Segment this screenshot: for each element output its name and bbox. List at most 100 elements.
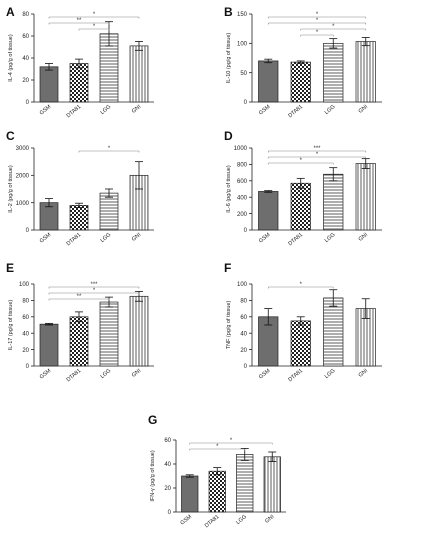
bar-gsm [39,323,59,367]
bar-lgg [236,454,254,513]
y-tick-label: 100 [237,42,248,48]
panel-label: G [148,413,157,427]
bar-gsm [39,66,59,103]
y-axis-label: IL-17 (pg/g of tissue) [8,300,14,351]
bar-gni [129,295,149,367]
chart-panel-c: C 0 1000 2000 3000 IL-2 (pg/g of tissue) GSM DT… [6,129,154,247]
significance-label: * [332,24,335,30]
significance-label: * [230,438,233,444]
bar-gni [355,163,376,231]
significance-label: * [300,158,303,164]
panel-label: B [224,5,233,19]
x-tick-label: DTA81 [66,368,83,383]
x-tick-label: DTA81 [204,514,221,529]
y-tick-label: 200 [237,212,248,218]
y-tick-label: 40 [240,331,247,337]
bar-gsm [258,60,279,103]
x-tick-label: LGG [100,368,113,380]
panel-label: A [6,5,15,19]
significance-label: *** [313,146,321,152]
significance-label: * [216,444,219,450]
bar-dta81 [69,316,89,367]
bar-gni [263,456,281,513]
x-tick-label: GNI [131,104,143,115]
chart-panel-f: F 0 20 40 60 80 100 TNF (pg/g of tissue) GSM DTA8… [224,261,382,383]
x-tick-label: GSM [39,368,53,381]
y-tick-label: 80 [240,299,247,305]
y-axis-label: IL-6 (pg/g of tissue) [226,165,232,213]
significance-label: ** [77,18,82,24]
y-tick-label: 60 [164,438,171,444]
significance-label: * [108,146,111,152]
panel-label: E [6,261,14,275]
y-tick-label: 50 [240,71,247,77]
y-tick-label: 400 [237,195,248,201]
y-tick-label: 40 [22,56,29,62]
y-axis-label: TNF (pg/g of tissue) [226,301,232,350]
bar-dta81 [290,61,311,103]
x-tick-label: DTA81 [287,104,304,119]
bar-gni [355,41,376,103]
x-tick-label: LGG [235,514,248,526]
y-tick-label: 0 [244,100,248,106]
y-tick-label: 150 [237,12,248,18]
chart-panel-a: A 0 20 40 60 80 IL-4 (pg/g of tissue) GSM DTA81 L… [6,5,154,119]
y-tick-label: 0 [244,364,248,370]
y-tick-label: 0 [26,228,30,234]
x-tick-label: GSM [258,232,272,245]
y-axis-label: IFN-γ (pg/g of tissue) [150,450,156,502]
bar-gni [129,45,149,103]
x-tick-label: DTA81 [287,368,304,383]
x-tick-label: DTA81 [66,104,83,119]
significance-label: *** [90,282,98,288]
y-tick-label: 40 [164,462,171,468]
y-tick-label: 600 [237,179,248,185]
significance-label: * [93,24,96,30]
significance-label: * [316,152,319,158]
significance-label: * [316,12,319,18]
x-tick-label: LGG [324,368,337,380]
bar-dta81 [208,470,226,513]
x-tick-label: GSM [39,104,53,117]
bar-gsm [181,475,199,513]
y-tick-label: 80 [22,12,29,18]
y-tick-label: 2000 [16,174,30,180]
chart-panel-g: G 0 20 40 60 IFN-γ (pg/g of tissue) GSM DTA81 LG… [148,413,286,529]
y-axis-label: IL-2 (pg/g of tissue) [8,165,14,213]
y-axis-label: IL-4 (pg/g of tissue) [8,34,14,82]
significance-label: * [93,12,96,18]
panel-label: F [224,261,231,275]
y-tick-label: 0 [26,100,30,106]
y-axis-label: IL-10 (pg/g of tissue) [226,33,232,84]
bar-lgg [323,297,344,367]
y-tick-label: 20 [164,486,171,492]
bar-dta81 [69,63,89,103]
x-tick-label: GSM [258,104,272,117]
y-tick-label: 20 [240,348,247,354]
y-tick-label: 100 [19,282,30,288]
x-tick-label: GSM [258,368,272,381]
chart-panel-e: E 0 20 40 60 80 100 IL-17 (pg/g of tissue) GSM DT… [6,261,154,383]
x-tick-label: GNI [358,232,370,243]
bar-lgg [99,192,119,231]
x-tick-label: GNI [358,104,370,115]
y-tick-label: 60 [240,315,247,321]
x-tick-label: LGG [100,232,113,244]
x-tick-label: GNI [264,514,276,525]
bar-dta81 [69,205,89,231]
x-tick-label: LGG [324,232,337,244]
panels: A 0 20 40 60 80 IL-4 (pg/g of tissue) GSM DTA81 L… [6,5,382,529]
y-tick-label: 3000 [16,146,30,152]
bar-dta81 [290,320,311,367]
significance-label: * [300,282,303,288]
y-tick-label: 0 [244,228,248,234]
bar-gsm [258,191,279,231]
x-tick-label: LGG [324,104,337,116]
y-tick-label: 20 [22,78,29,84]
significance-label: * [93,288,96,294]
y-tick-label: 20 [22,348,29,354]
y-tick-label: 100 [237,282,248,288]
y-tick-label: 0 [26,364,30,370]
